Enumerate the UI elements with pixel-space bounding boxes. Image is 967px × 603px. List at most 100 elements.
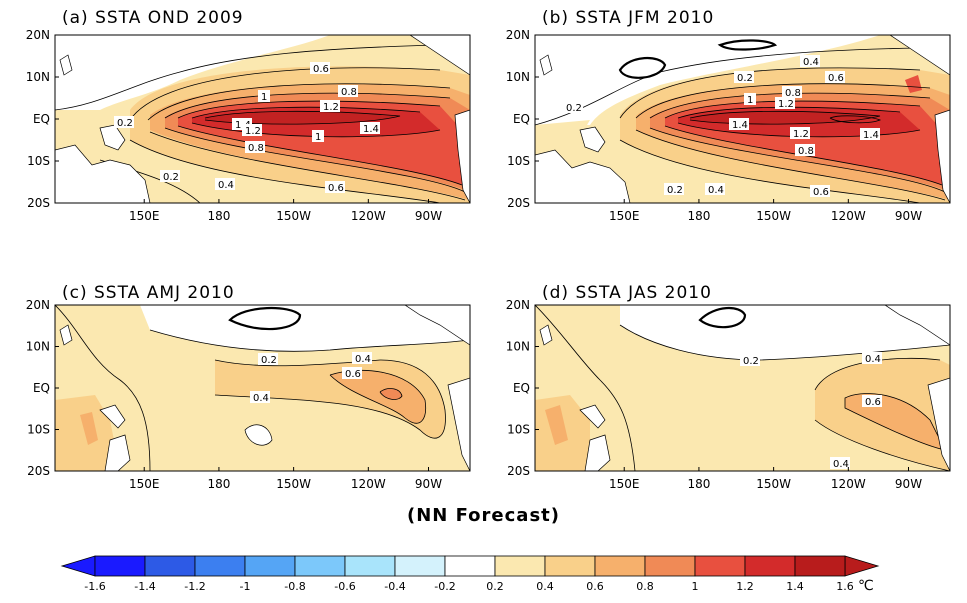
svg-text:0.8: 0.8 [785, 88, 801, 99]
contour-label: 1.4 [360, 122, 380, 135]
lat-tick-label: 20N [26, 28, 50, 42]
lat-tick-label: 10N [506, 340, 530, 354]
colorbar-tick-label: -1.6 [84, 580, 105, 593]
contour-label: 1.2 [775, 97, 795, 110]
colorbar-tick-label: -0.2 [434, 580, 455, 593]
svg-text:1.4: 1.4 [363, 124, 379, 135]
svg-text:0.4: 0.4 [355, 354, 371, 365]
lon-tick-label: 90W [895, 209, 922, 223]
svg-text:0.2: 0.2 [261, 355, 277, 366]
lon-tick-label: 150W [276, 477, 311, 491]
lon-tick-label: 120W [831, 477, 866, 491]
colorbar-swatch [394, 555, 446, 577]
svg-text:1.4: 1.4 [732, 120, 748, 131]
contour-label: 1 [312, 130, 324, 143]
map-panel-c: 0.2 0.4 0.6 0.4 [55, 305, 470, 471]
contour-label: 0.2 [740, 354, 760, 367]
colorbar-swatch [544, 555, 596, 577]
lon-tick-label: 120W [831, 209, 866, 223]
colorbar-swatch [594, 555, 646, 577]
map-panel-a: 0.6 0.8 1 1.2 1.4 1.2 1 0.8 1.4 0.2 0.2 … [55, 35, 470, 203]
colorbar-swatch [744, 555, 796, 577]
svg-text:0.8: 0.8 [341, 87, 357, 98]
colorbar-tick-label: -1 [240, 580, 251, 593]
svg-text:0.2: 0.2 [667, 185, 683, 196]
colorbar-tick-label: -1.4 [134, 580, 155, 593]
colorbar-tick-label: 0.8 [636, 580, 654, 593]
contour-label: 0.6 [325, 181, 345, 194]
colorbar-swatch [444, 555, 496, 577]
lat-tick-label: 20S [27, 196, 50, 210]
svg-text:0.4: 0.4 [253, 393, 269, 404]
contour-label: 0.4 [800, 55, 820, 68]
colorbar-right-arrow [844, 555, 880, 577]
svg-text:1.2: 1.2 [778, 99, 794, 110]
lon-tick-label: 150E [609, 209, 640, 223]
lat-tick-label: EQ [33, 112, 50, 126]
colorbar-tick-label: 0.2 [486, 580, 504, 593]
contour-label: 0.8 [795, 144, 815, 157]
svg-text:0.2: 0.2 [163, 172, 179, 183]
svg-text:0.2: 0.2 [566, 103, 582, 114]
contour-label: 0.8 [338, 85, 358, 98]
contour-label: 0.6 [862, 395, 882, 408]
contour-label: 1 [258, 90, 270, 103]
svg-text:0.4: 0.4 [803, 57, 819, 68]
lat-tick-label: 10S [27, 154, 50, 168]
colorbar: -1.6 -1.4 -1.2 -1 -0.8 -0.6 -0.4 -0.2 0.2 0.4 0.6 0… [60, 555, 880, 594]
colorbar-swatch [94, 555, 146, 577]
svg-text:1.2: 1.2 [323, 102, 339, 113]
svg-text:1: 1 [315, 132, 321, 143]
colorbar-tick-label: 1.2 [736, 580, 754, 593]
svg-text:0.6: 0.6 [345, 369, 361, 380]
svg-text:0.4: 0.4 [708, 185, 724, 196]
panel-title-d: (d) SSTA JAS 2010 [542, 283, 712, 303]
contour-label: 1 [744, 93, 756, 106]
contour-label: 0.2 [114, 116, 134, 129]
lat-tick-label: 10N [26, 340, 50, 354]
colorbar-unit: ℃ [858, 578, 874, 594]
svg-text:0.6: 0.6 [865, 397, 881, 408]
lon-tick-label: 150W [756, 209, 791, 223]
colorbar-swatch [694, 555, 746, 577]
svg-text:0.6: 0.6 [313, 64, 329, 75]
contour-labels-c: 0.2 0.4 0.6 0.4 [250, 352, 372, 404]
svg-text:0.8: 0.8 [248, 143, 264, 154]
contour-label: 0.4 [862, 352, 882, 365]
lon-tick-label: 180 [207, 477, 230, 491]
svg-text:0.8: 0.8 [798, 146, 814, 157]
svg-text:1: 1 [261, 92, 267, 103]
contour-label: 0.4 [352, 352, 372, 365]
svg-text:1.2: 1.2 [245, 126, 261, 137]
contour-label: 0.4 [705, 183, 725, 196]
contour-label: 0.2 [664, 183, 684, 196]
contour-label: 0.6 [825, 71, 845, 84]
lat-tick-label: 20S [507, 464, 530, 478]
contour-labels-d: 0.2 0.4 0.6 0.4 [740, 352, 882, 470]
contour-label: 0.2 [160, 170, 180, 183]
contour-label: 0.8 [245, 141, 265, 154]
contour-label: 1.2 [790, 127, 810, 140]
lat-tick-label: 10S [507, 154, 530, 168]
contour-label: 0.6 [810, 185, 830, 198]
panel-title-c: (c) SSTA AMJ 2010 [62, 283, 235, 303]
lon-tick-label: 90W [895, 477, 922, 491]
lon-tick-label: 120W [351, 477, 386, 491]
map-panel-d: 0.2 0.4 0.6 0.4 [535, 305, 950, 471]
svg-text:0.2: 0.2 [737, 73, 753, 84]
contour-label: 0.2 [563, 101, 583, 114]
svg-text:0.2: 0.2 [743, 356, 759, 367]
colorbar-tick-label: 1 [692, 580, 699, 593]
svg-text:0.6: 0.6 [328, 183, 344, 194]
svg-text:1.4: 1.4 [863, 130, 879, 141]
lat-tick-label: 20S [507, 196, 530, 210]
contour-label: 0.4 [250, 391, 270, 404]
lat-tick-label: EQ [513, 381, 530, 395]
colorbar-tick-label: -0.8 [284, 580, 305, 593]
contour-label: 1.2 [242, 124, 262, 137]
contour-label: 0.6 [310, 62, 330, 75]
contour-label: 0.8 [782, 86, 802, 99]
map-panel-b: 0.4 0.2 0.6 1 0.8 1.2 0.2 1.4 1.2 1.4 0.… [535, 35, 950, 203]
contour-label: 1.4 [729, 118, 749, 131]
panel-title-a: (a) SSTA OND 2009 [62, 8, 244, 28]
